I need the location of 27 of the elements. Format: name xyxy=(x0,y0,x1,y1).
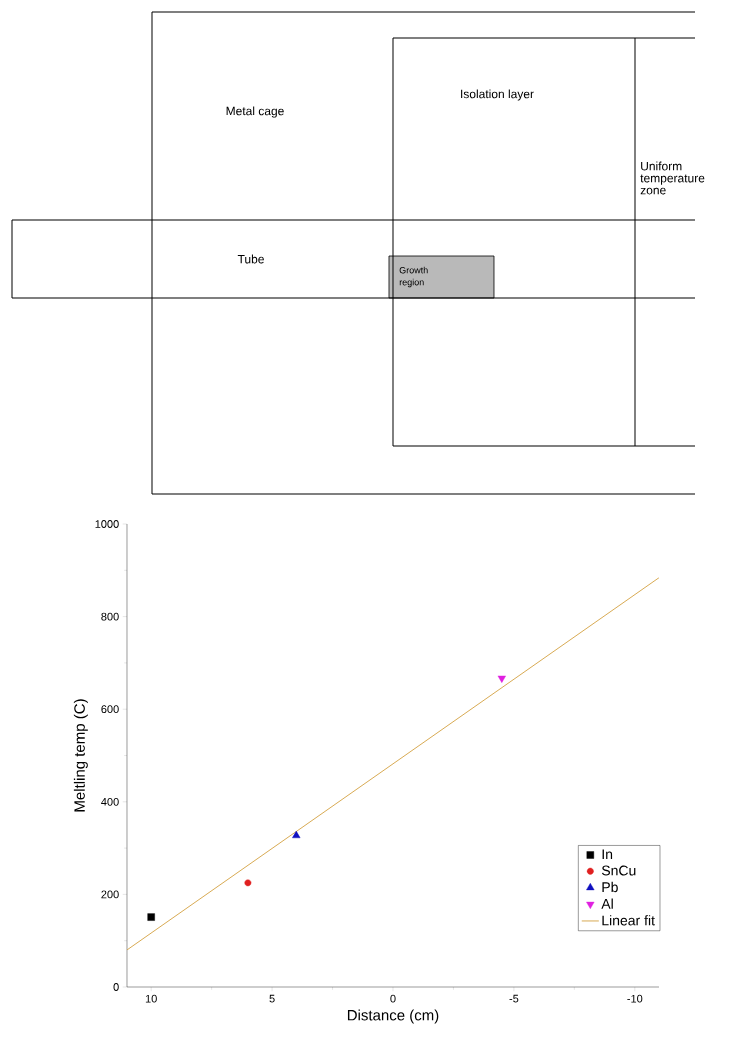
legend-label: In xyxy=(602,849,613,860)
x-tick-label: 5 xyxy=(269,994,275,1003)
text: Metal cage xyxy=(226,106,284,118)
y-tick-label: 0 xyxy=(113,983,119,991)
x-axis-title: Distance (cm) xyxy=(347,1009,439,1024)
y-tick-label: 200 xyxy=(101,890,119,899)
legend-label: Linear fit xyxy=(602,915,655,926)
legend-label: Al xyxy=(601,898,613,909)
text: Uniform temperature zone xyxy=(640,161,705,195)
x-tick-label: 0 xyxy=(390,994,396,1003)
text: Tube xyxy=(237,254,264,264)
x-tick-label: -10 xyxy=(627,994,643,1003)
y-tick-label: 400 xyxy=(101,797,119,806)
text: Growth region xyxy=(399,266,428,288)
point xyxy=(292,830,301,839)
y-tick-label: 600 xyxy=(101,705,119,714)
point xyxy=(147,913,155,921)
x-tick-label: -5 xyxy=(509,994,519,1003)
text: Isolation layer xyxy=(461,89,534,101)
point xyxy=(244,879,252,887)
legend-label: Pb xyxy=(602,881,618,893)
y-tick-label: 1000 xyxy=(95,520,119,528)
y-axis-title: Meltling temp (C) xyxy=(73,699,88,812)
point xyxy=(497,675,506,683)
x-tick-label: 10 xyxy=(145,994,157,1003)
y-tick-label: 800 xyxy=(101,612,119,621)
legend-label: SnCu xyxy=(601,865,636,876)
